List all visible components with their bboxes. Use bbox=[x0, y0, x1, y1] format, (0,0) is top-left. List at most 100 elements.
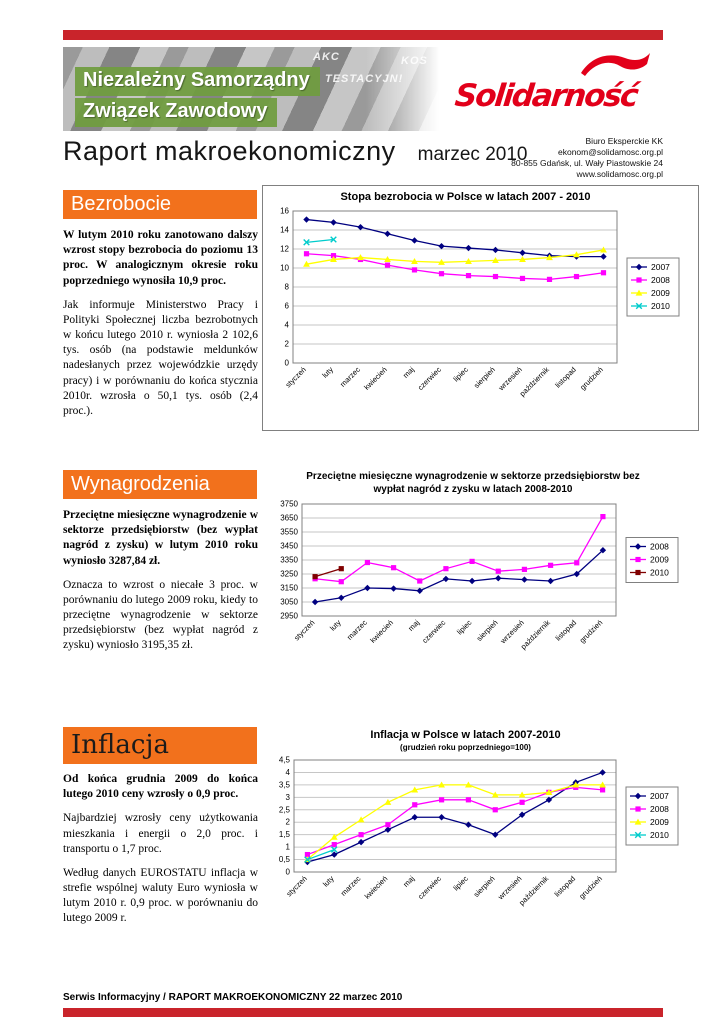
svg-text:styczeń: styczeń bbox=[284, 365, 308, 389]
union-name-line1: Niezależny Samorządny bbox=[75, 67, 320, 96]
union-name-line2: Związek Zawodowy bbox=[75, 98, 278, 127]
inflation-chart: Inflacja w Polsce w latach 2007-2010 (gr… bbox=[262, 726, 699, 940]
bottom-red-bar bbox=[63, 1008, 663, 1017]
svg-text:3750: 3750 bbox=[280, 500, 298, 509]
svg-text:kwiecień: kwiecień bbox=[363, 874, 390, 901]
paragraph-lead: W lutym 2010 roku zanotowano dalszy wzro… bbox=[63, 229, 258, 287]
svg-text:1: 1 bbox=[286, 843, 291, 852]
svg-text:0,5: 0,5 bbox=[279, 855, 291, 864]
unemployment-chart: Stopa bezrobocia w Polsce w latach 2007 … bbox=[262, 185, 699, 431]
svg-text:3250: 3250 bbox=[280, 570, 298, 579]
svg-text:6: 6 bbox=[285, 302, 290, 311]
svg-text:4: 4 bbox=[285, 321, 290, 330]
section-text-wynagrodzenia: Przeciętne miesięczne wynagrodzenie w se… bbox=[63, 508, 258, 663]
page-title: Raport makroekonomiczny bbox=[63, 136, 396, 166]
svg-text:14: 14 bbox=[280, 226, 289, 235]
svg-text:2008: 2008 bbox=[650, 542, 669, 552]
svg-text:listopad: listopad bbox=[554, 618, 579, 643]
svg-text:3650: 3650 bbox=[280, 514, 298, 523]
svg-text:luty: luty bbox=[320, 365, 335, 380]
svg-text:3050: 3050 bbox=[280, 598, 298, 607]
svg-text:2008: 2008 bbox=[650, 804, 669, 814]
paragraph-lead: Przeciętne miesięczne wynagrodzenie w se… bbox=[63, 509, 258, 567]
svg-text:październik: październik bbox=[518, 365, 551, 398]
photo-text-fragment: AKC bbox=[313, 51, 340, 63]
photo-text-fragment: TESTACYJN! bbox=[325, 73, 404, 85]
report-date: marzec 2010 bbox=[417, 144, 528, 165]
svg-text:lipiec: lipiec bbox=[451, 874, 470, 893]
svg-text:październik: październik bbox=[517, 874, 550, 907]
wages-chart: Przeciętne miesięczne wynagrodzenie w se… bbox=[262, 468, 699, 674]
photo-text-fragment: KOS bbox=[401, 55, 428, 67]
report-header: Raport makroekonomiczny marzec 2010 Biuro… bbox=[63, 136, 663, 180]
inflation-chart-plot: 0 0,5 1 1,5 2 2,5 3 3,5 4 4,5 styczeń luty marzec kwi… bbox=[279, 756, 679, 907]
svg-text:listopad: listopad bbox=[553, 874, 578, 899]
svg-text:3550: 3550 bbox=[280, 528, 298, 537]
section-heading-bezrobocie: Bezrobocie bbox=[63, 190, 257, 219]
svg-text:2950: 2950 bbox=[280, 612, 298, 621]
union-name: Niezależny Samorządny Związek Zawodowy bbox=[75, 67, 320, 129]
paragraph: Oznacza to wzrost o niecałe 3 proc. w po… bbox=[63, 578, 258, 652]
header-banner: AKC TESTACYJN! KOS Niezależny Samorządny… bbox=[63, 47, 663, 131]
chart-title: Stopa bezrobocia w Polsce w latach 2007 … bbox=[340, 191, 591, 203]
flag-icon bbox=[581, 53, 650, 76]
svg-text:3350: 3350 bbox=[280, 556, 298, 565]
svg-text:kwiecień: kwiecień bbox=[368, 618, 395, 645]
svg-text:3,5: 3,5 bbox=[279, 780, 291, 789]
wages-chart-plot: 2950 3050 3150 3250 3350 3450 3550 3650 3750 styc… bbox=[280, 500, 679, 651]
svg-text:16: 16 bbox=[280, 207, 289, 216]
svg-text:styczeń: styczeń bbox=[284, 874, 308, 898]
paragraph: Według danych EUROSTATU inflacja w stref… bbox=[63, 866, 258, 925]
svg-text:12: 12 bbox=[280, 245, 289, 254]
contact-block: Biuro Eksperckie KK ekonom@solidamosc.or… bbox=[511, 136, 663, 180]
svg-text:8: 8 bbox=[285, 283, 290, 292]
svg-text:1,5: 1,5 bbox=[279, 830, 291, 839]
contact-website: www.solidamosc.org.pl bbox=[576, 169, 663, 180]
svg-text:2009: 2009 bbox=[651, 288, 670, 298]
contact-address: 80-855 Gdańsk, ul. Wały Piastowskie 24 bbox=[511, 158, 663, 169]
section-heading-inflacja: Inflacja bbox=[63, 727, 257, 764]
svg-text:sierpień: sierpień bbox=[472, 365, 497, 390]
chart-subtitle: (grudzień roku poprzedniego=100) bbox=[400, 743, 531, 752]
contact-email: ekonom@solidamosc.org.pl bbox=[557, 147, 663, 158]
svg-text:2010: 2010 bbox=[650, 830, 669, 840]
chart-title: Inflacja w Polsce w latach 2007-2010 bbox=[370, 729, 561, 741]
svg-text:2: 2 bbox=[286, 818, 291, 827]
paragraph-lead: Od końca grudnia 2009 do końca lutego 20… bbox=[63, 773, 258, 801]
section-heading-wynagrodzenia: Wynagrodzenia bbox=[63, 470, 257, 499]
svg-text:luty: luty bbox=[321, 874, 336, 889]
svg-text:czerwiec: czerwiec bbox=[416, 365, 443, 392]
svg-text:2008: 2008 bbox=[651, 275, 670, 285]
svg-text:sierpień: sierpień bbox=[475, 618, 500, 643]
svg-text:3450: 3450 bbox=[280, 542, 298, 551]
svg-text:0: 0 bbox=[286, 868, 291, 877]
svg-text:marzec: marzec bbox=[345, 618, 369, 642]
svg-text:2007: 2007 bbox=[650, 791, 669, 801]
top-red-bar bbox=[63, 30, 663, 40]
svg-text:10: 10 bbox=[280, 264, 289, 273]
svg-text:4,5: 4,5 bbox=[279, 756, 291, 765]
section-text-inflacja: Od końca grudnia 2009 do końca lutego 20… bbox=[63, 772, 258, 936]
section-text-bezrobocie: W lutym 2010 roku zanotowano dalszy wzro… bbox=[63, 228, 258, 428]
chart-title: Przeciętne miesięczne wynagrodzenie w se… bbox=[306, 471, 640, 495]
svg-text:luty: luty bbox=[328, 618, 343, 633]
svg-text:marzec: marzec bbox=[339, 874, 363, 898]
svg-text:3: 3 bbox=[286, 793, 291, 802]
svg-text:styczeń: styczeń bbox=[292, 618, 316, 642]
svg-text:grudzień: grudzień bbox=[578, 365, 605, 392]
svg-text:maj: maj bbox=[406, 618, 421, 633]
svg-text:maj: maj bbox=[401, 874, 416, 889]
svg-text:2007: 2007 bbox=[651, 262, 670, 272]
svg-text:marzec: marzec bbox=[338, 365, 362, 389]
svg-text:3150: 3150 bbox=[280, 584, 298, 593]
paragraph: Jak informuje Ministerstwo Pracy i Polit… bbox=[63, 298, 258, 417]
banner-photo: AKC TESTACYJN! KOS Niezależny Samorządny… bbox=[63, 47, 451, 131]
svg-text:maj: maj bbox=[401, 365, 416, 380]
solidarnosc-wordmark: Solidarność bbox=[453, 78, 639, 114]
solidarnosc-logo: Solidarność bbox=[451, 47, 663, 131]
svg-text:czerwiec: czerwiec bbox=[416, 874, 443, 901]
svg-text:listopad: listopad bbox=[553, 365, 578, 390]
svg-text:2010: 2010 bbox=[651, 301, 670, 311]
paragraph: Najbardziej wzrosły ceny użytkowania mie… bbox=[63, 812, 258, 855]
